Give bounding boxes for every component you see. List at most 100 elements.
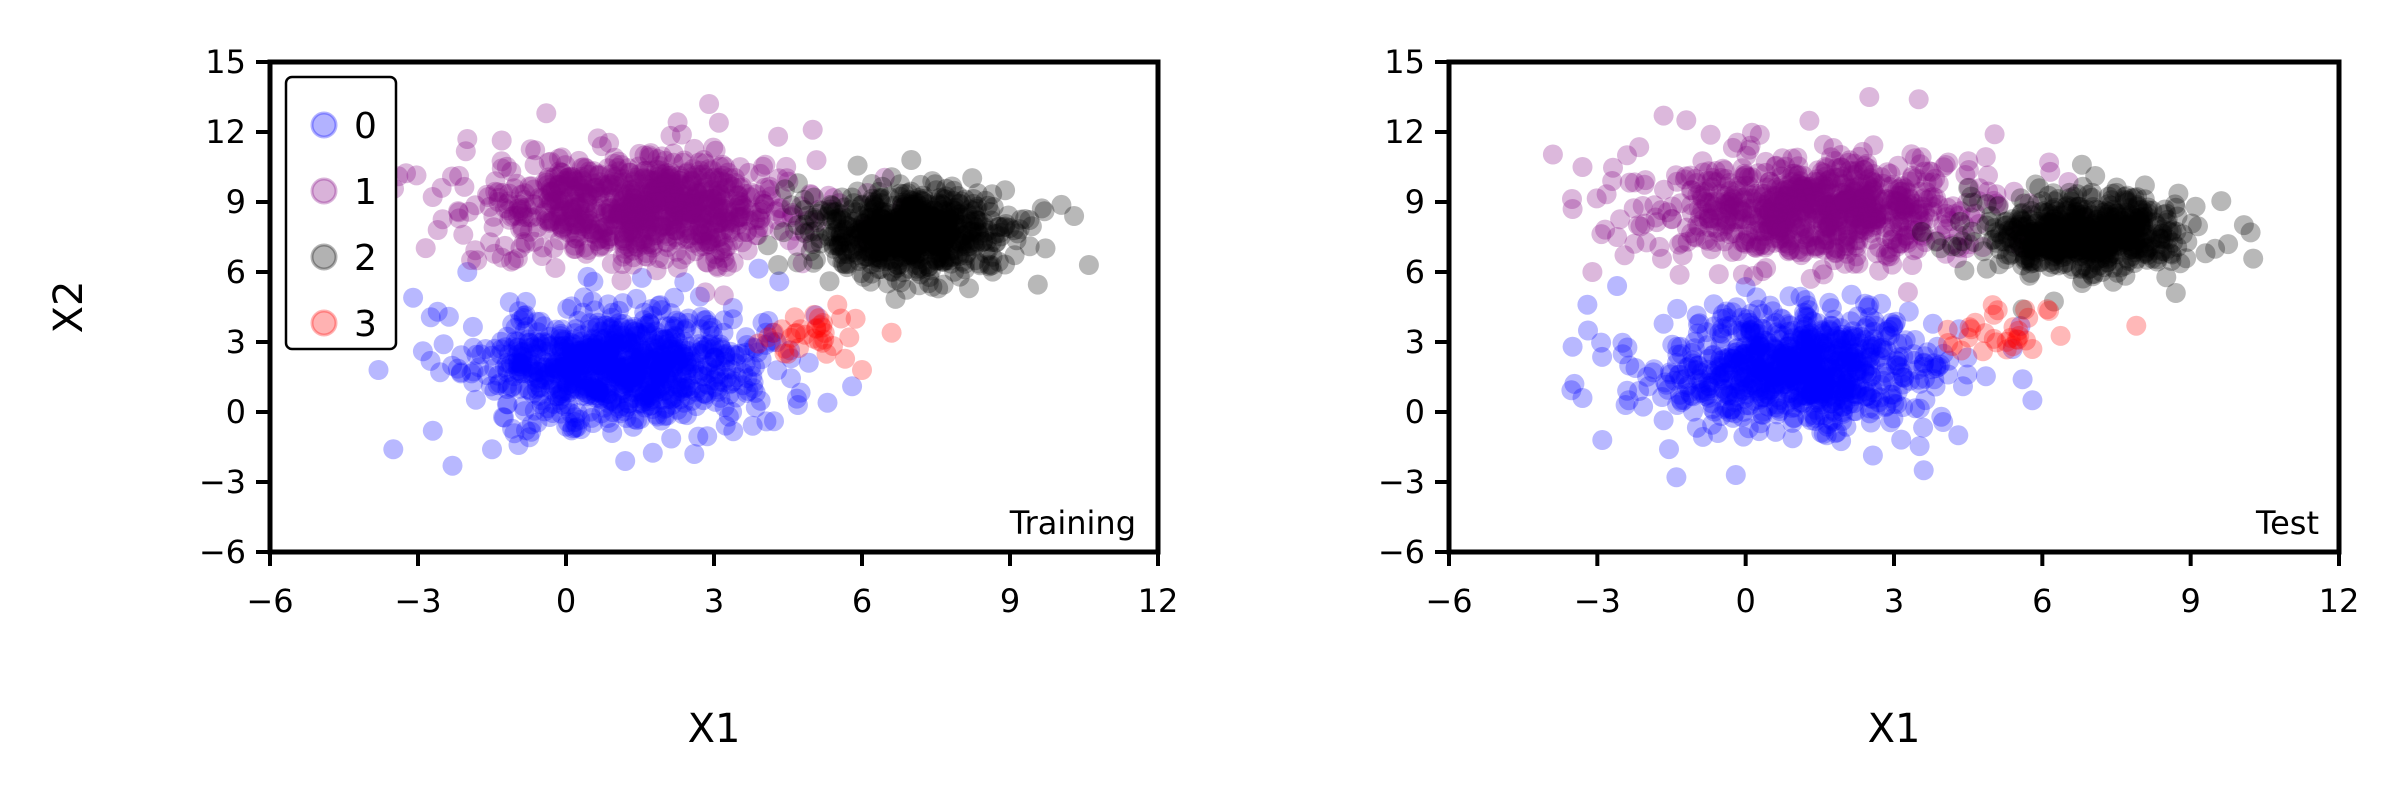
data-point xyxy=(644,342,665,363)
data-point xyxy=(585,379,606,400)
data-point xyxy=(1923,187,1944,207)
data-point xyxy=(1905,148,1925,169)
data-point xyxy=(451,345,472,366)
data-point xyxy=(720,374,740,395)
data-point xyxy=(649,365,670,386)
data-point xyxy=(585,341,606,361)
data-point xyxy=(603,330,624,351)
data-point xyxy=(630,325,651,346)
data-point xyxy=(647,406,668,427)
data-point xyxy=(668,332,689,353)
data-point xyxy=(599,343,619,364)
data-point xyxy=(707,256,728,276)
data-point xyxy=(532,331,553,352)
data-point xyxy=(2233,215,2254,236)
data-point xyxy=(722,309,743,330)
data-point xyxy=(710,334,730,355)
data-point xyxy=(610,377,631,398)
data-point xyxy=(571,419,591,440)
data-point xyxy=(529,376,550,397)
data-point xyxy=(548,366,569,387)
legend-label-2: 2 xyxy=(354,238,377,279)
data-point xyxy=(787,173,808,194)
data-point xyxy=(509,341,530,362)
data-point xyxy=(438,306,459,327)
data-point xyxy=(1824,402,1845,422)
data-point xyxy=(688,334,709,355)
data-point xyxy=(2243,248,2264,269)
data-point xyxy=(1998,220,2019,241)
data-point xyxy=(656,163,677,184)
data-point xyxy=(471,344,492,365)
x-tick-label: 3 xyxy=(704,582,724,620)
data-point xyxy=(593,235,614,256)
plot-frame xyxy=(267,59,1161,555)
data-point xyxy=(715,415,736,436)
data-point xyxy=(403,287,424,308)
data-point xyxy=(707,349,727,370)
data-point xyxy=(1795,329,1816,350)
data-point xyxy=(647,347,668,368)
data-point xyxy=(715,345,736,366)
data-point xyxy=(563,373,584,393)
data-point xyxy=(713,310,734,331)
data-point xyxy=(712,154,733,175)
data-point xyxy=(647,348,667,368)
data-point xyxy=(651,300,672,321)
data-point xyxy=(555,356,576,377)
data-point xyxy=(688,426,709,447)
data-point xyxy=(632,392,653,413)
data-point xyxy=(2015,216,2036,237)
legend-label-3: 3 xyxy=(354,304,377,345)
legend-marker-2 xyxy=(310,243,338,271)
data-point xyxy=(554,351,575,372)
data-point xyxy=(590,355,611,376)
data-point xyxy=(1698,348,1719,369)
data-point xyxy=(606,346,627,367)
data-point xyxy=(598,393,619,414)
data-point xyxy=(722,298,743,318)
data-point xyxy=(579,319,600,340)
data-point xyxy=(564,329,585,350)
data-point xyxy=(568,352,589,373)
data-point xyxy=(584,300,605,321)
data-point xyxy=(1705,232,1725,252)
data-point xyxy=(625,362,646,383)
data-point xyxy=(585,381,606,402)
data-point xyxy=(618,362,639,383)
data-point xyxy=(648,351,669,372)
data-point xyxy=(542,374,563,395)
data-point xyxy=(550,326,571,346)
data-point xyxy=(625,360,646,381)
data-point xyxy=(594,360,615,381)
data-point xyxy=(580,333,601,354)
data-point xyxy=(555,369,576,390)
data-point xyxy=(501,377,522,398)
data-point xyxy=(661,386,682,407)
data-point xyxy=(675,223,696,244)
data-point xyxy=(1742,122,1762,143)
data-point xyxy=(551,341,572,362)
data-point xyxy=(415,238,436,259)
data-point xyxy=(549,336,570,357)
data-point xyxy=(482,439,502,460)
data-point xyxy=(676,377,697,398)
data-point xyxy=(523,362,544,382)
data-point xyxy=(547,386,568,407)
data-point xyxy=(1634,213,1655,234)
data-point xyxy=(677,355,698,375)
data-point xyxy=(529,370,550,390)
data-point xyxy=(562,207,583,228)
series-0 xyxy=(1561,276,2043,488)
data-point xyxy=(787,252,808,273)
data-point xyxy=(558,170,579,191)
data-point xyxy=(640,385,661,406)
data-point xyxy=(1607,276,1628,296)
data-point xyxy=(2012,369,2033,390)
data-point xyxy=(602,209,623,229)
data-point xyxy=(623,347,644,368)
data-point xyxy=(591,382,612,403)
data-point xyxy=(597,376,618,397)
data-point xyxy=(596,328,617,349)
data-point xyxy=(641,395,662,416)
